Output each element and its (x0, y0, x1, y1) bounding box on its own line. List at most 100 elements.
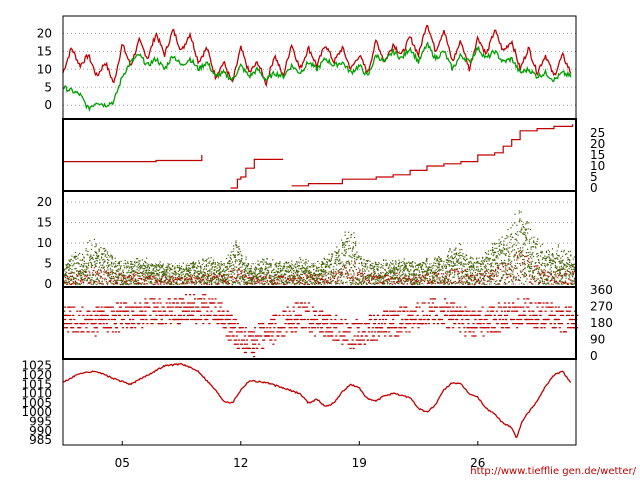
wind-gust-point (370, 264, 372, 266)
wind-gust-point (419, 283, 421, 285)
wind-gust-point (526, 239, 528, 241)
wind-mean-point (432, 282, 434, 284)
wind-gust-point (489, 270, 491, 272)
wind-gust-point (330, 263, 332, 266)
wind-gust-point (381, 275, 383, 277)
wind-gust-point (340, 275, 343, 277)
wind-gust-point (92, 272, 94, 274)
wind-mean-point (206, 283, 208, 286)
wind-gust-point (457, 275, 459, 277)
wind-gust-point (431, 265, 433, 267)
wind-mean-point (370, 282, 372, 284)
wind-gust-point (347, 237, 349, 239)
wind-gust-point (105, 254, 107, 256)
wind-gust-point (297, 265, 299, 268)
wind-gust-point (567, 257, 569, 259)
wind-gust-point (217, 279, 219, 281)
wind-direction-point (120, 323, 124, 325)
wind-gust-point (466, 275, 468, 277)
wind-gust-point (210, 279, 212, 281)
wind-gust-point (543, 281, 545, 283)
wind-gust-point (489, 258, 491, 260)
wind-mean-point (83, 271, 85, 273)
wind-gust-point (379, 281, 381, 283)
wind-gust-point (243, 279, 245, 281)
wind-gust-point (282, 279, 284, 281)
wind-mean-point (416, 280, 418, 282)
wind-mean-point (141, 282, 143, 284)
wind-mean-point (134, 275, 136, 277)
wind-gust-point (297, 272, 299, 274)
wind-gust-point (459, 251, 461, 253)
wind-mean-point (343, 276, 345, 278)
wind-gust-point (259, 270, 261, 272)
wind-gust-point (551, 253, 554, 255)
wind-gust-point (422, 274, 424, 276)
wind-gust-point (320, 263, 322, 266)
wind-gust-point (398, 277, 400, 279)
wind-gust-point (276, 274, 278, 276)
wind-gust-point (83, 260, 85, 262)
wind-gust-point (231, 270, 233, 272)
wind-mean-point (74, 282, 76, 285)
wind-gust-point (146, 267, 148, 269)
wind-gust-point (192, 267, 194, 269)
wind-gust-point (137, 275, 139, 277)
wind-direction-point (105, 323, 108, 325)
wind-mean-point (531, 282, 533, 284)
wind-gust-point (447, 259, 449, 261)
wind-mean-point (196, 278, 199, 280)
wind-gust-point (292, 282, 294, 284)
wind-gust-point (213, 281, 215, 283)
wind-mean-point (467, 284, 469, 286)
wind-gust-point (514, 213, 516, 215)
wind-gust-point (437, 260, 439, 262)
wind-gust-point (99, 275, 101, 277)
wind-mean-point (283, 274, 285, 276)
wind-mean-point (274, 281, 276, 284)
wind-mean-point (256, 282, 258, 284)
wind-gust-point (365, 264, 367, 266)
wind-gust-point (111, 258, 113, 260)
wind-gust-point (237, 251, 239, 253)
wind-gust-point (487, 258, 489, 260)
wind-gust-point (418, 270, 420, 272)
wind-gust-point (550, 274, 552, 276)
wind-gust-point (336, 246, 338, 248)
wind-gust-point (524, 267, 526, 269)
wind-gust-point (297, 280, 299, 282)
wind-mean-point (118, 277, 120, 279)
wind-mean-point (255, 277, 257, 279)
wind-mean-point (111, 277, 113, 279)
wind-mean-point (447, 282, 449, 284)
wind-gust-point (424, 279, 426, 281)
wind-mean-point (202, 278, 204, 280)
wind-gust-point (195, 277, 197, 279)
wind-gust-point (377, 273, 379, 275)
wind-mean-point (563, 281, 565, 283)
wind-mean-point (548, 272, 551, 274)
wind-gust-point (67, 263, 69, 265)
wind-gust-point (265, 275, 267, 277)
wind-gust-point (71, 283, 73, 285)
wind-gust-point (566, 265, 568, 267)
wind-gust-point (466, 254, 468, 257)
wind-gust-point (227, 276, 229, 278)
wind-gust-point (506, 237, 508, 239)
wind-gust-point (494, 243, 496, 246)
wind-gust-point (344, 234, 346, 236)
wind-gust-point (94, 251, 96, 253)
wind-gust-point (541, 258, 543, 260)
wind-gust-point (465, 263, 467, 265)
wind-gust-point (64, 280, 66, 282)
wind-mean-point (374, 277, 376, 279)
wind-gust-point (438, 268, 440, 270)
wind-gust-point (334, 259, 336, 261)
wind-gust-point (339, 258, 341, 260)
wind-gust-point (419, 271, 421, 273)
wind-gust-point (408, 272, 410, 274)
wind-gust-point (327, 277, 330, 279)
wind-gust-point (178, 270, 180, 272)
wind-gust-point (548, 283, 550, 285)
wind-mean-point (79, 280, 81, 282)
